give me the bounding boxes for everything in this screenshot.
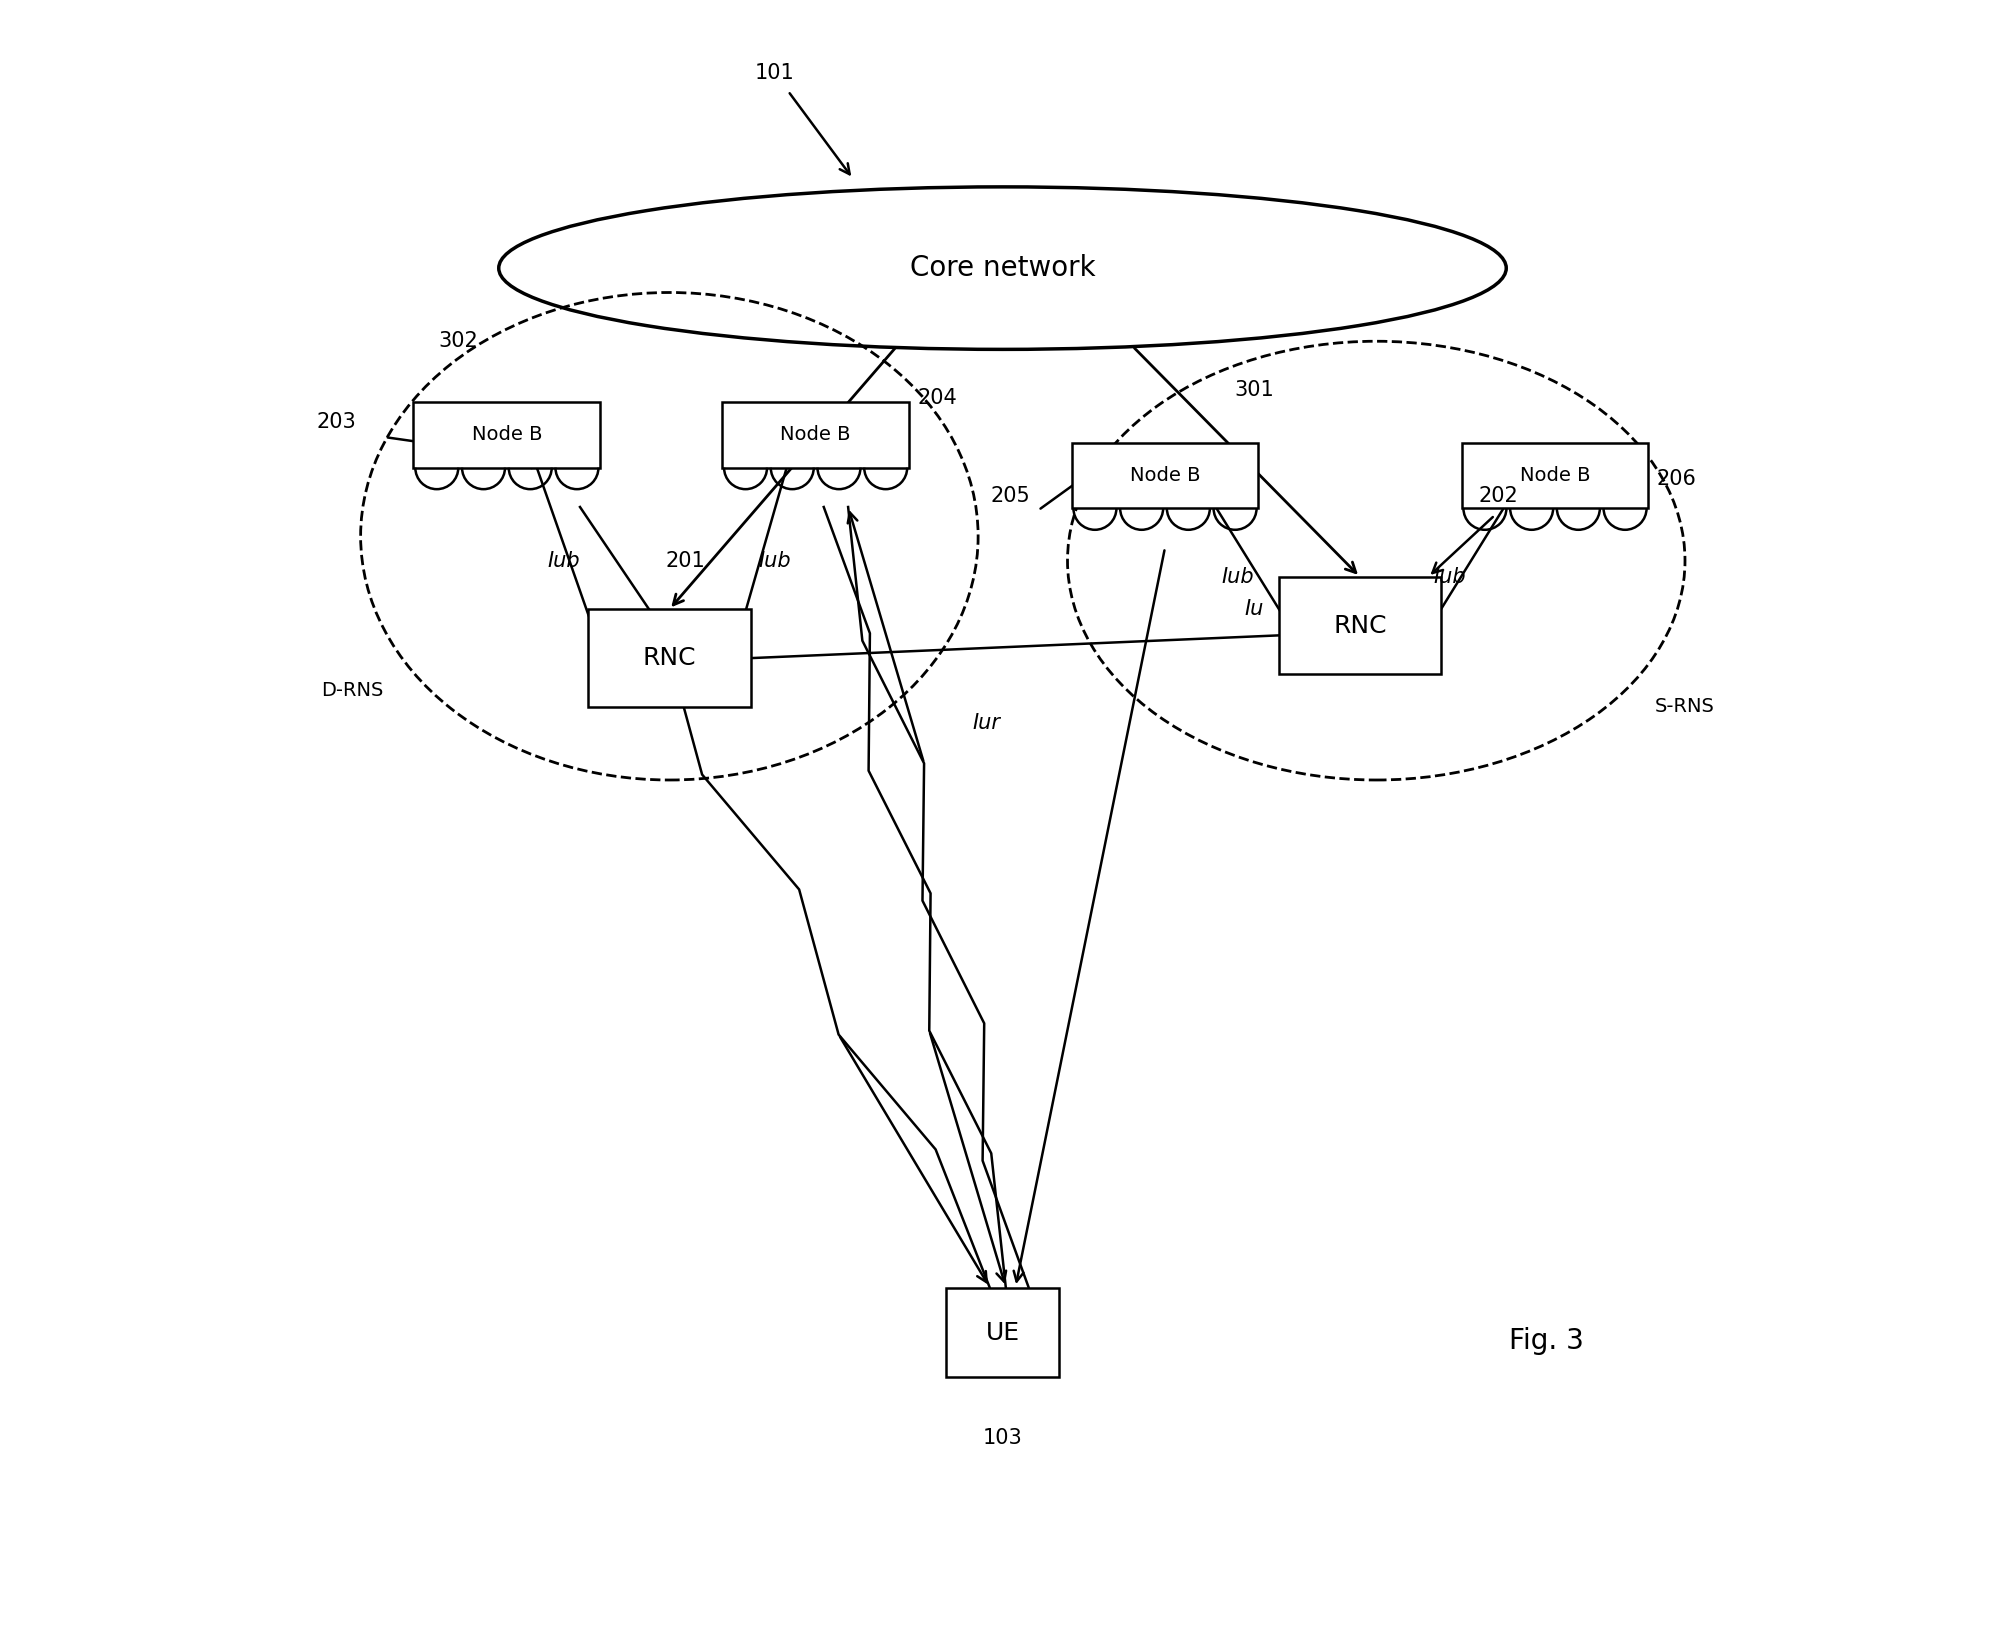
Text: 203: 203 — [317, 413, 357, 432]
Text: RNC: RNC — [644, 647, 696, 669]
Text: Node B: Node B — [471, 426, 541, 444]
Text: 101: 101 — [756, 63, 794, 83]
Text: 205: 205 — [990, 486, 1031, 505]
Text: 103: 103 — [982, 1428, 1023, 1448]
Text: 301: 301 — [1235, 380, 1275, 400]
Text: Fig. 3: Fig. 3 — [1510, 1326, 1584, 1355]
Text: Core network: Core network — [910, 254, 1095, 283]
Text: Node B: Node B — [780, 426, 850, 444]
Text: Iub: Iub — [1434, 567, 1466, 587]
Text: Node B: Node B — [1520, 466, 1590, 484]
FancyBboxPatch shape — [722, 401, 908, 468]
Text: RNC: RNC — [1333, 614, 1387, 637]
Text: UE: UE — [984, 1321, 1021, 1344]
Text: 204: 204 — [918, 388, 956, 408]
Text: 206: 206 — [1656, 470, 1696, 489]
FancyBboxPatch shape — [1071, 442, 1259, 509]
Text: Node B: Node B — [1129, 466, 1201, 484]
FancyBboxPatch shape — [946, 1287, 1059, 1378]
FancyBboxPatch shape — [413, 401, 599, 468]
Text: Iub: Iub — [547, 551, 579, 570]
Ellipse shape — [499, 187, 1506, 349]
FancyBboxPatch shape — [587, 609, 750, 707]
Text: S-RNS: S-RNS — [1654, 697, 1714, 717]
FancyBboxPatch shape — [1279, 577, 1442, 674]
Text: D-RNS: D-RNS — [321, 681, 383, 700]
Text: Iu: Iu — [1245, 600, 1263, 619]
FancyBboxPatch shape — [1462, 442, 1648, 509]
Text: Iub: Iub — [758, 551, 792, 570]
Text: Iub: Iub — [1221, 567, 1255, 587]
Text: 201: 201 — [666, 551, 706, 570]
Text: 302: 302 — [439, 332, 477, 351]
Text: 202: 202 — [1478, 486, 1518, 505]
Text: Iur: Iur — [972, 713, 1000, 733]
